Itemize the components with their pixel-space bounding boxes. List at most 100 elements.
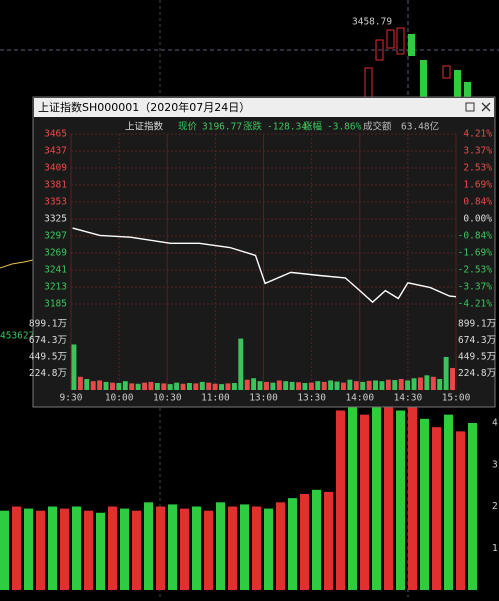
volume-bar <box>192 506 201 590</box>
volume-bar <box>264 381 269 390</box>
volume-bar <box>300 493 309 590</box>
volume-bar <box>60 508 69 590</box>
volume-bar <box>324 491 333 590</box>
volume-bar <box>405 380 411 390</box>
candle <box>464 82 471 98</box>
y2-tick-label: 899.1万 <box>458 318 496 329</box>
volume-bar <box>132 510 141 590</box>
volume-bar <box>334 381 340 390</box>
volume-bar <box>103 381 109 390</box>
y2-tick-label: 449.5万 <box>458 351 496 362</box>
volume-bar <box>144 502 153 590</box>
volume-bar <box>168 504 177 590</box>
y-tick-label: 3409 <box>44 163 67 174</box>
x-tick-label: 9:30 <box>60 393 83 404</box>
y2-tick-label: 4.21% <box>463 129 492 140</box>
volume-bar <box>288 498 297 590</box>
volume-bar <box>385 379 391 390</box>
volume-bar <box>328 380 334 390</box>
volume-bar <box>384 406 393 590</box>
volume-bar <box>341 382 346 390</box>
volume-bar <box>308 382 314 390</box>
volume-bar <box>71 344 77 390</box>
volume-bar <box>72 506 81 590</box>
y2-tick-label: 0.00% <box>463 214 492 225</box>
ma-line <box>0 259 34 269</box>
volume-bar <box>360 414 369 590</box>
x-tick-label: 11:00 <box>201 393 230 404</box>
volume-bar <box>84 378 90 390</box>
y-tick-label: 3381 <box>44 180 67 191</box>
y-tick-label: 3213 <box>44 282 67 293</box>
quote-name: 上证指数 <box>125 121 164 133</box>
volume-bar <box>77 376 83 390</box>
y-tick-label: 4 <box>492 418 498 429</box>
volume-bar <box>398 378 404 390</box>
y2-tick-label: -1.69% <box>458 248 493 259</box>
x-tick-label: 14:30 <box>394 393 423 404</box>
volume-bar <box>424 375 430 390</box>
volume-bar <box>97 380 103 390</box>
y-tick-label: 1 <box>492 543 498 554</box>
bg-candles <box>364 27 471 99</box>
volume-bar <box>167 384 173 390</box>
quote-label: 成交额 <box>363 121 392 133</box>
volume-bar <box>187 383 192 390</box>
volume-bar <box>24 508 33 590</box>
volume-bar <box>225 383 231 390</box>
volume-bar <box>296 382 301 390</box>
volume-bar <box>96 512 105 590</box>
left-label: 4536278 <box>0 331 40 342</box>
y-tick-label: 674.3万 <box>29 335 67 346</box>
volume-bar <box>219 384 224 390</box>
volume-bar <box>238 338 244 390</box>
y-tick-label: 3241 <box>44 265 67 276</box>
y2-tick-label: -2.53% <box>458 265 493 276</box>
candle <box>442 65 451 79</box>
title-bar <box>34 98 494 117</box>
volume-bar <box>240 504 249 590</box>
y2-tick-label: -4.21% <box>458 299 493 310</box>
volume-bar <box>456 431 465 590</box>
volume-bar <box>180 508 189 590</box>
close-button[interactable] <box>481 102 491 112</box>
background-volume: 1 2 3 4 <box>0 397 498 590</box>
high-label: 3458.79 <box>352 17 392 28</box>
y2-tick-label: -0.84% <box>458 230 493 241</box>
volume-bar <box>312 489 321 590</box>
volume-bar <box>430 376 436 390</box>
volume-bar <box>204 510 213 590</box>
candle <box>454 70 461 98</box>
volume-bar <box>212 383 218 390</box>
volume-bar <box>206 382 212 390</box>
volume-bar <box>199 381 205 390</box>
volume-bar <box>0 510 9 590</box>
x-tick-label: 10:00 <box>105 393 134 404</box>
candle <box>408 34 415 56</box>
volume-bar <box>161 383 167 390</box>
volume-bar <box>108 506 117 590</box>
volume-bar <box>193 383 199 390</box>
y-tick-label: 3297 <box>44 231 67 242</box>
volume-bar <box>432 427 441 590</box>
y2-tick-label: 674.3万 <box>458 335 496 346</box>
volume-bar <box>135 383 141 390</box>
volume-bar <box>156 506 165 590</box>
quote-value: -3.86% <box>327 122 362 133</box>
volume-bar <box>116 383 122 390</box>
candle <box>364 67 373 99</box>
y-tick-label: 2 <box>492 501 498 512</box>
y2-tick-label: 1.69% <box>463 179 492 190</box>
volume-bar <box>348 402 357 590</box>
volume-bar <box>276 502 285 590</box>
volume-bar <box>450 367 455 390</box>
volume-bar <box>336 410 345 590</box>
maximize-button[interactable] <box>465 102 475 112</box>
volume-bar <box>122 381 128 390</box>
volume-bar <box>48 506 57 590</box>
volume-bar <box>231 383 237 390</box>
volume-bar <box>283 381 289 390</box>
y-tick-label: 3185 <box>44 299 67 310</box>
